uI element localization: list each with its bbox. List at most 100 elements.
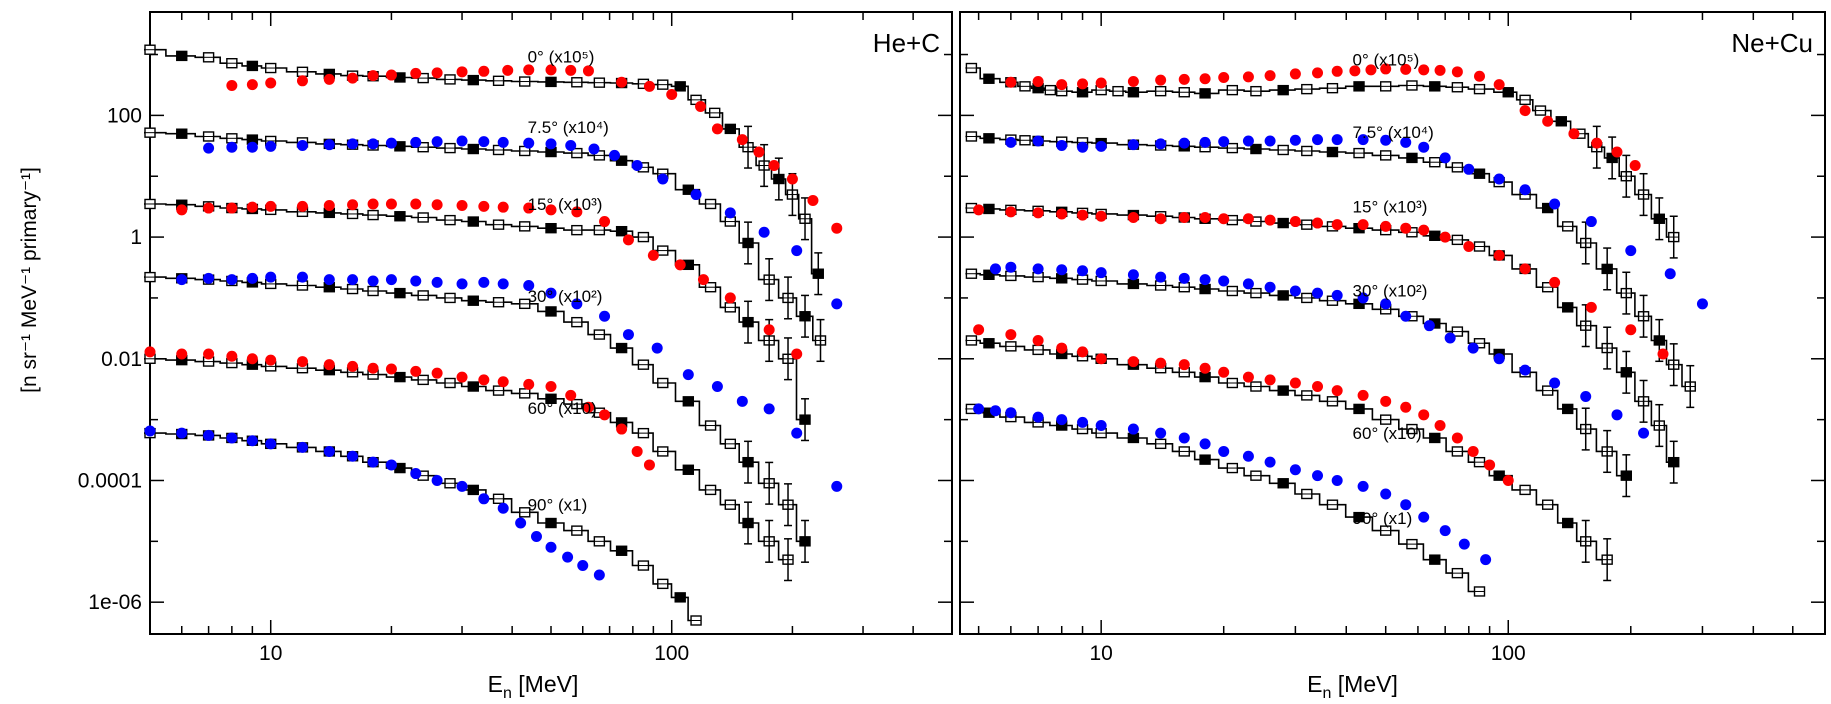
simulation-point bbox=[1218, 275, 1230, 287]
simulation-point bbox=[523, 202, 535, 214]
measured-point bbox=[467, 216, 479, 227]
simulation-point bbox=[1289, 377, 1301, 389]
simulation-point bbox=[296, 200, 308, 212]
simulation-point bbox=[1077, 209, 1089, 221]
measured-point bbox=[1406, 152, 1418, 164]
simulation-point bbox=[478, 200, 490, 212]
simulation-point bbox=[763, 403, 775, 415]
simulation-point bbox=[478, 276, 490, 288]
simulation-point bbox=[1357, 219, 1369, 231]
simulation-point bbox=[1178, 73, 1190, 85]
simulation-point bbox=[478, 136, 490, 148]
measured-point bbox=[1199, 283, 1211, 295]
simulation-point bbox=[456, 200, 468, 212]
simulation-point bbox=[1493, 249, 1505, 261]
simulation-point bbox=[697, 274, 709, 286]
measured-histogram bbox=[144, 203, 809, 421]
simulation-point bbox=[1312, 381, 1324, 393]
simulation-point bbox=[523, 137, 535, 149]
simulation-point bbox=[203, 202, 215, 214]
simulation-point bbox=[1005, 329, 1017, 341]
simulation-point bbox=[1542, 115, 1554, 127]
measured-point bbox=[1199, 371, 1211, 383]
simulation-point bbox=[1242, 213, 1254, 225]
measured-point bbox=[545, 76, 557, 88]
simulation-point bbox=[1264, 135, 1276, 147]
simulation-point bbox=[562, 551, 574, 563]
simulation-point bbox=[226, 432, 238, 444]
simulation-point bbox=[1264, 70, 1276, 82]
measured-point bbox=[1277, 290, 1289, 301]
simulation-point bbox=[1077, 78, 1089, 90]
measured-point bbox=[467, 74, 479, 86]
measured-point bbox=[983, 203, 995, 215]
simulation-point bbox=[1095, 267, 1107, 279]
simulation-point bbox=[651, 342, 663, 354]
simulation-point bbox=[1467, 445, 1479, 457]
simulation-point bbox=[478, 493, 490, 505]
simulation-point bbox=[1127, 139, 1139, 151]
simulation-point bbox=[203, 142, 215, 154]
simulation-point bbox=[791, 245, 803, 257]
measured-point bbox=[467, 381, 479, 392]
simulation-point bbox=[1155, 271, 1167, 283]
measured-point bbox=[1127, 278, 1140, 290]
simulation-point bbox=[831, 298, 843, 310]
simulation-point bbox=[226, 79, 238, 91]
simulation-point bbox=[1480, 554, 1492, 566]
simulation-point bbox=[385, 274, 397, 286]
panel-he-c: 100 1 0.01 0.0001 1e-06 10 100 En [MeV] He+C 0° (… bbox=[78, 11, 953, 702]
simulation-point bbox=[1625, 245, 1637, 257]
simulation-point bbox=[758, 226, 770, 238]
simulation-point bbox=[347, 274, 359, 286]
simulation-point bbox=[657, 173, 669, 185]
series-group: 0° (x10⁵) bbox=[144, 44, 843, 296]
simulation-point bbox=[1519, 105, 1531, 117]
simulation-point bbox=[1199, 136, 1211, 148]
simulation-point bbox=[1032, 135, 1044, 147]
simulation-point bbox=[1434, 64, 1446, 76]
simulation-point bbox=[1458, 538, 1470, 550]
plot-frame bbox=[959, 11, 1826, 635]
simulation-point bbox=[674, 259, 686, 271]
simulation-point bbox=[1400, 401, 1412, 413]
measured-point bbox=[545, 517, 557, 529]
simulation-point bbox=[203, 348, 215, 360]
simulation-point bbox=[571, 206, 583, 218]
simulation-point bbox=[582, 401, 594, 413]
simulation-point bbox=[497, 502, 509, 514]
measured-point bbox=[545, 393, 557, 404]
simulation-point bbox=[1056, 139, 1068, 151]
angle-label: 30° (x10²) bbox=[528, 287, 603, 306]
simulation-point bbox=[786, 173, 798, 185]
simulation-point bbox=[1519, 184, 1531, 196]
simulation-point bbox=[631, 160, 643, 172]
simulation-point bbox=[1380, 220, 1392, 232]
simulation-point bbox=[246, 79, 258, 91]
simulation-point bbox=[643, 80, 655, 92]
simulation-point bbox=[545, 138, 557, 150]
simulation-point bbox=[1056, 264, 1068, 276]
simulation-point bbox=[1657, 348, 1669, 360]
simulation-point bbox=[323, 359, 335, 371]
measured-point bbox=[1429, 432, 1441, 444]
angle-label: 0° (x10⁵) bbox=[528, 47, 595, 66]
simulation-point bbox=[1077, 265, 1089, 277]
simulation-point bbox=[736, 134, 748, 146]
simulation-point bbox=[545, 287, 557, 299]
simulation-point bbox=[1199, 211, 1211, 223]
simulation-point bbox=[1451, 66, 1463, 78]
simulation-point bbox=[1077, 141, 1089, 153]
measured-point bbox=[983, 338, 995, 349]
simulation-point bbox=[1127, 211, 1139, 223]
simulation-point bbox=[1005, 261, 1017, 273]
simulation-point bbox=[1365, 64, 1377, 76]
simulation-point bbox=[431, 136, 443, 148]
simulation-point bbox=[1474, 70, 1486, 82]
simulation-point bbox=[1155, 138, 1167, 150]
simulation-point bbox=[973, 324, 985, 336]
simulation-point bbox=[497, 201, 509, 213]
simulation-point bbox=[367, 275, 379, 287]
angle-label: 90° (x1) bbox=[528, 496, 588, 515]
simulation-point bbox=[456, 278, 468, 290]
